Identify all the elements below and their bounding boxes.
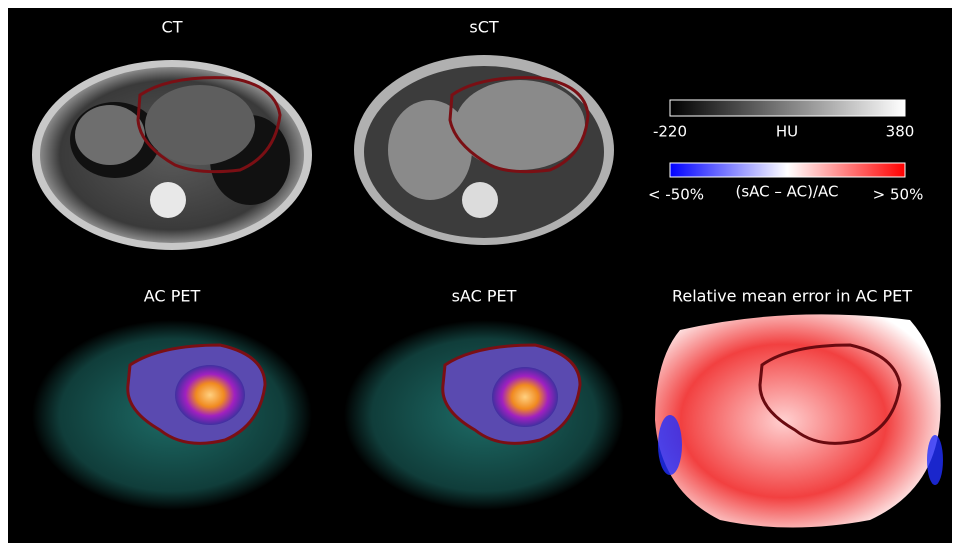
panel-title: sCT: [469, 18, 499, 37]
colorbar-min-label: -220: [653, 123, 687, 141]
panel-title: sAC PET: [452, 287, 517, 306]
panel-title: AC PET: [144, 287, 201, 306]
colorbar-label: (sAC – AC)/AC: [735, 183, 838, 201]
sac-pet-image: [344, 320, 624, 510]
colorbar-min-label: < -50%: [648, 186, 704, 204]
colorbar-max-label: > 50%: [873, 186, 924, 204]
hu-colorbar: -220 HU 380: [653, 99, 915, 141]
error-map-image: [655, 314, 943, 528]
colorbar-max-label: 380: [886, 123, 915, 141]
ct-image: [32, 60, 312, 250]
sct-image: [354, 55, 614, 245]
panel-title: Relative mean error in AC PET: [672, 287, 912, 306]
colorbar-label: HU: [776, 123, 798, 141]
panel-title: CT: [162, 18, 183, 37]
ac-pet-image: [32, 320, 312, 510]
error-colorbar: < -50% (sAC – AC)/AC > 50%: [648, 162, 924, 204]
